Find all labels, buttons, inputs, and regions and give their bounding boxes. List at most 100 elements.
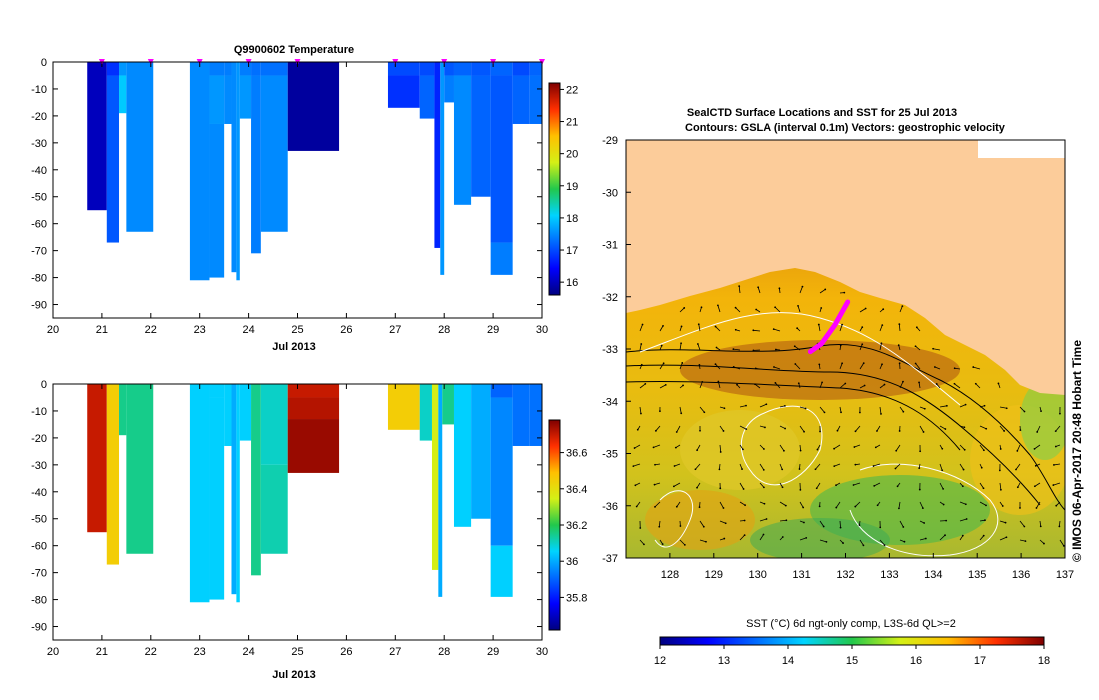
velocity-arrow bbox=[759, 482, 765, 488]
map-x-tick-label: 135 bbox=[968, 569, 986, 581]
velocity-arrow-head bbox=[963, 448, 966, 451]
velocity-arrow-head bbox=[902, 526, 905, 528]
velocity-arrow-head bbox=[783, 449, 785, 452]
velocity-arrow-head bbox=[1040, 410, 1042, 413]
velocity-arrow-head bbox=[962, 468, 965, 471]
velocity-arrow bbox=[699, 539, 707, 543]
profile-cell bbox=[251, 75, 261, 254]
velocity-arrow-head bbox=[763, 486, 765, 489]
velocity-arrow-head bbox=[914, 345, 917, 348]
profile-cell bbox=[106, 62, 120, 76]
profile-cell bbox=[490, 545, 513, 597]
velocity-arrow-head bbox=[854, 430, 857, 433]
velocity-arrow bbox=[739, 425, 747, 430]
velocity-arrow-head bbox=[918, 467, 921, 470]
profile-cell bbox=[419, 75, 435, 119]
velocity-arrow bbox=[839, 383, 846, 389]
velocity-arrow-head bbox=[898, 430, 901, 432]
velocity-arrow-head bbox=[844, 382, 847, 385]
velocity-arrow-head bbox=[723, 407, 726, 410]
profile-cell bbox=[106, 75, 120, 243]
velocity-arrow-head bbox=[833, 447, 836, 450]
velocity-arrow-head bbox=[762, 468, 765, 471]
velocity-arrow-head bbox=[1053, 464, 1055, 466]
velocity-arrow-head bbox=[918, 381, 920, 384]
velocity-arrow bbox=[898, 501, 901, 509]
y-tick-label: -70 bbox=[31, 246, 47, 258]
velocity-arrow-head bbox=[778, 287, 781, 290]
velocity-arrow-head bbox=[944, 428, 947, 430]
profile-cell bbox=[260, 464, 288, 554]
velocity-arrow bbox=[739, 534, 745, 541]
velocity-arrow bbox=[895, 463, 901, 469]
velocity-arrow-head bbox=[664, 383, 667, 386]
profile-cell bbox=[287, 384, 340, 398]
x-tick-label: 29 bbox=[487, 646, 499, 658]
velocity-arrow bbox=[876, 425, 881, 432]
velocity-arrow bbox=[759, 403, 767, 408]
velocity-arrow bbox=[779, 444, 785, 452]
temperature-chart-title: Q9900602 Temperature bbox=[234, 44, 354, 56]
x-tick-label: 20 bbox=[47, 646, 59, 658]
velocity-arrow-head bbox=[1043, 542, 1045, 545]
velocity-arrow-head bbox=[636, 428, 639, 431]
profile-cell bbox=[471, 62, 491, 76]
velocity-arrow-head bbox=[903, 540, 906, 543]
velocity-arrow-head bbox=[919, 450, 922, 453]
velocity-arrow-head bbox=[773, 366, 775, 368]
velocity-arrow bbox=[899, 406, 904, 412]
velocity-arrow-head bbox=[765, 518, 768, 520]
velocity-arrow-head bbox=[821, 381, 823, 384]
velocity-arrow-head bbox=[901, 305, 904, 307]
velocity-arrow bbox=[733, 348, 741, 351]
velocity-arrow bbox=[779, 501, 787, 506]
velocity-arrow-head bbox=[673, 465, 676, 467]
velocity-arrow-head bbox=[862, 362, 865, 365]
velocity-arrow-head bbox=[682, 384, 684, 387]
velocity-arrow-head bbox=[923, 407, 926, 410]
velocity-arrow-head bbox=[982, 487, 985, 490]
profile-cell bbox=[239, 75, 252, 119]
velocity-arrow bbox=[973, 366, 981, 370]
velocity-arrow-head bbox=[696, 343, 699, 345]
map-x-tick-label: 133 bbox=[880, 569, 898, 581]
velocity-arrow-head bbox=[833, 465, 836, 468]
velocity-arrow-head bbox=[863, 384, 866, 387]
velocity-arrow bbox=[939, 463, 943, 471]
velocity-arrow-head bbox=[640, 412, 642, 415]
profile-cell bbox=[387, 62, 420, 76]
velocity-arrow bbox=[1019, 520, 1025, 527]
profile-cell bbox=[239, 62, 252, 76]
velocity-arrow-head bbox=[680, 325, 683, 328]
profile-cell bbox=[126, 384, 154, 554]
velocity-arrow bbox=[999, 425, 1005, 432]
velocity-arrow bbox=[655, 425, 661, 432]
y-tick-label: -60 bbox=[31, 219, 47, 231]
velocity-arrow bbox=[779, 463, 783, 470]
velocity-arrow-head bbox=[953, 367, 956, 370]
colorbar-tick-label: 21 bbox=[566, 117, 578, 129]
velocity-arrow bbox=[775, 382, 781, 389]
velocity-arrow-head bbox=[799, 449, 802, 452]
velocity-arrow bbox=[919, 501, 924, 509]
velocity-arrow-head bbox=[714, 325, 717, 328]
map-x-tick-label: 128 bbox=[661, 569, 679, 581]
velocity-vectors bbox=[632, 285, 1065, 547]
velocity-arrow-head bbox=[1036, 431, 1039, 433]
map-y-tick-label: -34 bbox=[602, 396, 618, 408]
velocity-arrow bbox=[939, 534, 946, 541]
map-x-tick-label: 137 bbox=[1056, 569, 1074, 581]
velocity-arrow-head bbox=[639, 527, 642, 529]
velocity-arrow-head bbox=[1033, 485, 1036, 488]
map-y-tick-label: -31 bbox=[602, 240, 618, 252]
sst-patch bbox=[750, 518, 890, 558]
velocity-arrow bbox=[639, 324, 643, 332]
velocity-arrow-head bbox=[732, 365, 735, 368]
sst-colorbar-tick-label: 12 bbox=[654, 655, 666, 667]
velocity-arrow-head bbox=[921, 507, 924, 509]
velocity-arrow-head bbox=[1001, 505, 1004, 507]
velocity-arrow-head bbox=[935, 383, 938, 385]
velocity-arrow bbox=[715, 326, 721, 332]
velocity-arrow-head bbox=[757, 286, 760, 289]
velocity-arrow bbox=[879, 325, 883, 332]
